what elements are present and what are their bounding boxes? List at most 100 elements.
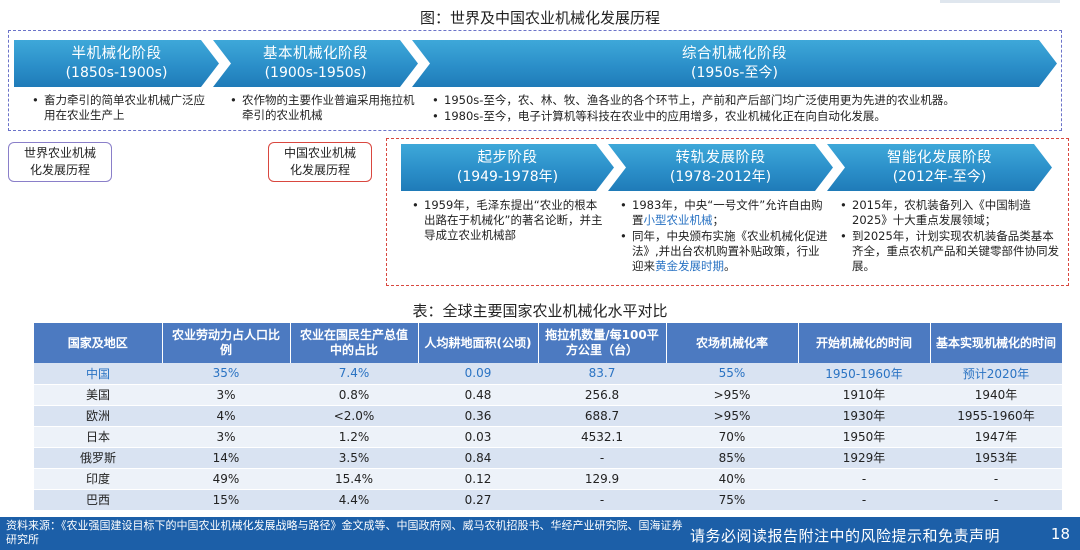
table-cell: 129.9	[538, 468, 666, 490]
china-stage-3-name: 智能化发展阶段	[887, 149, 992, 166]
table-cell: 0.8%	[290, 384, 418, 406]
china-stage-2-bullets: 1983年，中央“一号文件”允许自由购置小型农业机械； 同年，中央颁布实施《农业…	[620, 198, 830, 275]
china-stage-3-period: (2012年-至今)	[892, 168, 987, 185]
table-cell: 俄罗斯	[34, 447, 162, 469]
china-stage-3-bullet-2: 到2025年，计划实现农机装备品类基本齐全，重点农机产品和关键零部件协同发展。	[840, 229, 1062, 274]
header-start-time: 开始机械化的时间	[798, 323, 931, 363]
table-cell: 美国	[34, 384, 162, 406]
world-stage-2-period: (1900s-1950s)	[264, 64, 367, 81]
table-cell: 0.84	[418, 447, 538, 469]
table-cell: -	[930, 489, 1062, 511]
table-row: 巴西 15% 4.4% 0.27 - 75% - -	[34, 489, 1062, 511]
world-stage-2-bullets: 农作物的主要作业普遍采用拖拉机牵引的农业机械	[230, 93, 415, 124]
top-decoration	[940, 0, 1060, 3]
footer-bar: 资料来源：《农业强国建设目标下的中国农业机械化发展战略与路径》金文成等、中国政府…	[0, 517, 1080, 550]
table-cell: 1929年	[798, 447, 930, 469]
china-stage-3-bullet-1: 2015年，农机装备列入《中国制造2025》十大重点发展领域；	[840, 198, 1062, 228]
china-b2-highlight: 黄金发展时期	[655, 259, 724, 273]
world-stage-3-bullet-1: 1950s-至今，农、林、牧、渔各业的各个环节上，产前和产后部门均广泛使用更为先…	[432, 93, 1032, 108]
table-cell: -	[538, 489, 666, 511]
table-row: 日本 3% 1.2% 0.03 4532.1 70% 1950年 1947年	[34, 426, 1062, 448]
china-b2-post: 。	[724, 259, 736, 273]
page-number: 18	[1050, 525, 1070, 543]
table-cell: 1950-1960年	[798, 363, 930, 385]
table-title: 表：全球主要国家农业机械化水平对比	[412, 302, 668, 320]
table-cell: 3.5%	[290, 447, 418, 469]
world-stage-1-bullets: 畜力牵引的简单农业机械广泛应用在农业生产上	[32, 93, 212, 124]
table-cell: -	[930, 468, 1062, 490]
table-cell: >95%	[666, 384, 798, 406]
table-row: 美国 3% 0.8% 0.48 256.8 >95% 1910年 1940年	[34, 384, 1062, 406]
world-timeline-box	[8, 30, 1062, 131]
table-cell: 中国	[34, 363, 162, 385]
china-stage-1-chevron: 起步阶段 (1949-1978年)	[401, 144, 614, 191]
table-cell: 巴西	[34, 489, 162, 511]
china-b2-pre: 同年，中央颁布实施《农业机械化促进法》,并出台农机购置补贴政策，行业迎来	[632, 229, 828, 273]
header-region: 国家及地区	[34, 323, 163, 363]
china-stage-1-period: (1949-1978年)	[456, 168, 559, 185]
table-row: 印度 49% 15.4% 0.12 129.9 40% - -	[34, 468, 1062, 490]
header-completion-time: 基本实现机械化的时间	[930, 323, 1063, 363]
table-cell: 0.36	[418, 405, 538, 427]
table-cell: 0.27	[418, 489, 538, 511]
header-labor-share: 农业劳动力占人口比例	[162, 323, 291, 363]
world-stage-2-bullet: 农作物的主要作业普遍采用拖拉机牵引的农业机械	[230, 93, 415, 123]
table-cell: 75%	[666, 489, 798, 511]
mechanization-table: 国家及地区 农业劳动力占人口比例 农业在国民生产总值中的占比 人均耕地面积(公顷…	[34, 323, 1063, 511]
table-cell: 1955-1960年	[930, 405, 1062, 427]
world-stage-1-period: (1850s-1900s)	[65, 64, 168, 81]
table-cell: 4.4%	[290, 489, 418, 511]
header-gdp-share: 农业在国民生产总值中的占比	[290, 323, 419, 363]
table-cell: 40%	[666, 468, 798, 490]
header-mechanization-rate: 农场机械化率	[666, 323, 799, 363]
table-cell: -	[798, 489, 930, 511]
table-cell: 欧洲	[34, 405, 162, 427]
table-header-row: 国家及地区 农业劳动力占人口比例 农业在国民生产总值中的占比 人均耕地面积(公顷…	[34, 323, 1063, 363]
china-stage-2-bullet-1: 1983年，中央“一号文件”允许自由购置小型农业机械；	[620, 198, 830, 228]
table-cell: 256.8	[538, 384, 666, 406]
china-stage-2-bullet-2: 同年，中央颁布实施《农业机械化促进法》,并出台农机购置补贴政策，行业迎来黄金发展…	[620, 229, 830, 274]
china-b1-highlight: 小型农业机械	[643, 213, 713, 227]
table-cell: 1910年	[798, 384, 930, 406]
china-b1-pre: 1983年，中央“一号文件”允许自由购置	[632, 198, 823, 227]
table-cell: 4532.1	[538, 426, 666, 448]
world-stage-3-bullets: 1950s-至今，农、林、牧、渔各业的各个环节上，产前和产后部门均广泛使用更为先…	[432, 93, 1032, 125]
world-stage-2-chevron: 基本机械化阶段 (1900s-1950s)	[213, 40, 418, 87]
china-label-text: 中国农业机械化发展历程	[283, 146, 356, 177]
table-cell: 1930年	[798, 405, 930, 427]
footer-disclaimer: 请务必阅读报告附注中的风险提示和免责声明	[690, 527, 1001, 545]
table-cell: 0.48	[418, 384, 538, 406]
figure-title: 图：世界及中国农业机械化发展历程	[419, 9, 660, 27]
table-cell: 日本	[34, 426, 162, 448]
header-land-per-capita: 人均耕地面积(公顷)	[418, 323, 539, 363]
table-cell: 印度	[34, 468, 162, 490]
table-cell: 预计2020年	[930, 363, 1062, 385]
table-cell: 3%	[162, 426, 290, 448]
footer-source: 资料来源：《农业强国建设目标下的中国农业机械化发展战略与路径》金文成等、中国政府…	[6, 519, 683, 546]
header-tractors: 拖拉机数量/每100平方公里（台）	[538, 323, 667, 363]
china-stage-3-bullets: 2015年，农机装备列入《中国制造2025》十大重点发展领域； 到2025年，计…	[840, 198, 1062, 275]
world-stage-3-bullet-2: 1980s-至今，电子计算机等科技在农业中的应用增多，农业机械化正在向自动化发展…	[432, 109, 1032, 124]
table-row: 俄罗斯 14% 3.5% 0.84 - 85% 1929年 1953年	[34, 447, 1062, 469]
table-cell: 15%	[162, 489, 290, 511]
table-cell: 1.2%	[290, 426, 418, 448]
table-cell: 7.4%	[290, 363, 418, 385]
world-stage-3-period: (1950s-至今)	[691, 64, 778, 81]
table-cell: 15.4%	[290, 468, 418, 490]
table-row: 中国 35% 7.4% 0.09 83.7 55% 1950-1960年 预计2…	[34, 363, 1062, 385]
china-stage-2-period: (1978-2012年)	[669, 168, 772, 185]
table-cell: 14%	[162, 447, 290, 469]
table-cell: 1950年	[798, 426, 930, 448]
world-stage-2-name: 基本机械化阶段	[263, 45, 368, 62]
table-cell: 70%	[666, 426, 798, 448]
china-stage-2-name: 转轨发展阶段	[675, 149, 766, 166]
table-cell: 55%	[666, 363, 798, 385]
china-b1-post: ；	[712, 213, 725, 227]
table-cell: 0.09	[418, 363, 538, 385]
world-stage-3-chevron: 综合机械化阶段 (1950s-至今)	[412, 40, 1057, 87]
china-stage-1-name: 起步阶段	[477, 149, 538, 166]
table-cell: <2.0%	[290, 405, 418, 427]
table-cell: -	[538, 447, 666, 469]
table-cell: >95%	[666, 405, 798, 427]
china-stage-2-chevron: 转轨发展阶段 (1978-2012年)	[608, 144, 833, 191]
